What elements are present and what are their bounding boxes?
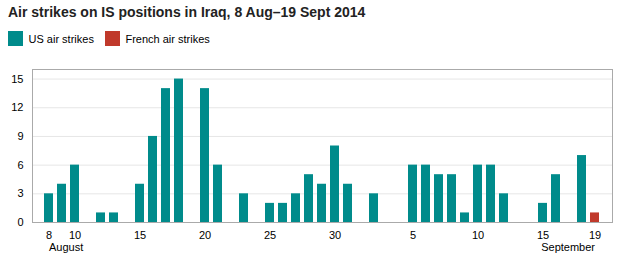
svg-text:0: 0 bbox=[17, 216, 23, 228]
svg-text:25: 25 bbox=[264, 229, 276, 241]
svg-text:6: 6 bbox=[17, 158, 23, 170]
svg-text:15: 15 bbox=[11, 72, 23, 84]
svg-text:10: 10 bbox=[472, 229, 484, 241]
html-text:Air strikes on IS positions in: Air strikes on IS positions in Iraq, 8 A… bbox=[8, 4, 366, 20]
svg-text:September: September bbox=[541, 240, 595, 252]
svg-text:August: August bbox=[49, 240, 83, 252]
svg-text:12: 12 bbox=[11, 101, 23, 113]
svg-text:9: 9 bbox=[17, 129, 23, 141]
svg-text:19: 19 bbox=[589, 229, 601, 241]
svg-text:8: 8 bbox=[46, 229, 52, 241]
svg-text:15: 15 bbox=[134, 229, 146, 241]
svg-text:10: 10 bbox=[69, 229, 81, 241]
html-text:US air strikes: US air strikes bbox=[28, 32, 94, 45]
svg-text:15: 15 bbox=[537, 229, 549, 241]
svg-text:5: 5 bbox=[410, 229, 416, 241]
svg-text:3: 3 bbox=[17, 187, 23, 199]
svg-text:20: 20 bbox=[199, 229, 211, 241]
html-text:French air strikes: French air strikes bbox=[125, 32, 210, 45]
svg-text:30: 30 bbox=[329, 229, 341, 241]
